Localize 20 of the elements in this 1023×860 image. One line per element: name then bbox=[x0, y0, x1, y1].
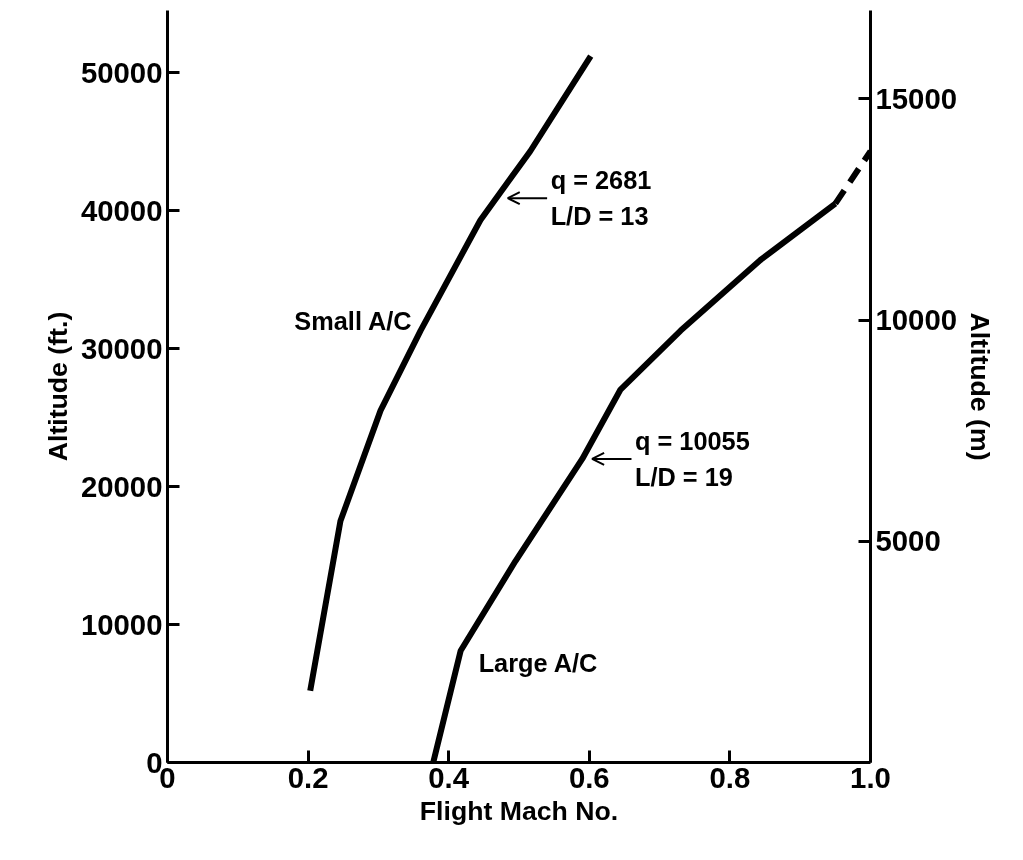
annotation: q = 2681 L/D = 13 bbox=[550, 165, 652, 231]
annotation: q = 10055 L/D = 19 bbox=[634, 426, 750, 492]
y-tick-label: 10000 bbox=[80, 607, 163, 641]
y2-tick-label: 15000 bbox=[875, 81, 958, 115]
y2-tick-label: 5000 bbox=[875, 524, 941, 558]
y2-tick-label: 10000 bbox=[875, 303, 958, 337]
x-axis-title: Flight Mach No. bbox=[419, 795, 619, 826]
x-tick-label: 0.6 bbox=[568, 760, 610, 794]
y-tick-label: 30000 bbox=[80, 331, 163, 365]
series-label: Small A/C bbox=[294, 306, 412, 335]
y-tick-label: 40000 bbox=[80, 193, 163, 227]
y-tick-label: 50000 bbox=[80, 55, 163, 89]
x-tick-label: 1.0 bbox=[850, 760, 891, 794]
y2-axis-title: Altitude (m) bbox=[965, 312, 996, 461]
series-label: Large A/C bbox=[478, 648, 598, 677]
y-tick-label: 20000 bbox=[80, 469, 163, 503]
x-tick-label: 0.2 bbox=[287, 760, 329, 794]
y-axis-title: Altitude (ft.) bbox=[42, 311, 73, 462]
x-tick-label: 0.4 bbox=[428, 760, 470, 794]
x-tick-label: 0.8 bbox=[709, 760, 751, 794]
